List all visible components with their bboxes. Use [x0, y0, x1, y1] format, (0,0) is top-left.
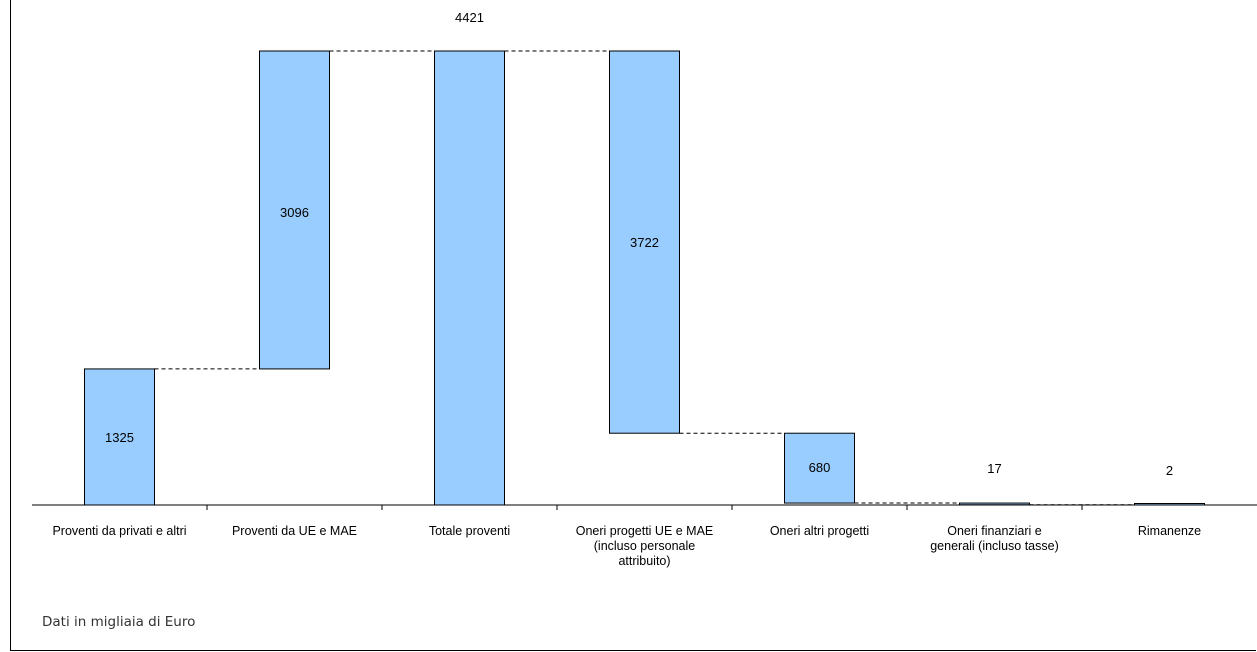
bar: [784, 432, 855, 504]
bar: [259, 50, 330, 370]
category-label: Proventi da privati e altri: [52, 524, 186, 538]
category-label: Rimanenze: [1138, 524, 1201, 538]
value-label: 680: [809, 460, 831, 475]
value-label: 1325: [105, 430, 134, 445]
value-label: 3096: [280, 205, 309, 220]
value-label: 3722: [630, 235, 659, 250]
bar: [609, 50, 680, 434]
x-axis: [32, 504, 1257, 510]
value-label: 17: [987, 461, 1001, 476]
category-label: Oneri progetti UE e MAE (incluso personal…: [576, 524, 714, 568]
category-label: Oneri finanziari e generali (incluso tass…: [930, 524, 1059, 553]
footnote: Dati in migliaia di Euro: [42, 614, 196, 630]
chart-frame: [10, 0, 1256, 651]
category-label: Totale proventi: [429, 524, 510, 538]
bar: [434, 50, 505, 506]
category-labels: Proventi da privati e altri Proventi da U…: [52, 524, 1201, 568]
bar: [84, 368, 155, 506]
category-label: Proventi da UE e MAE: [232, 524, 357, 538]
value-label: 4421: [455, 10, 484, 25]
value-label: 2: [1166, 463, 1173, 478]
bars: [84, 50, 1205, 506]
category-label: Oneri altri progetti: [770, 524, 869, 538]
value-labels: 1325 3096 4421 3722 680 17 2: [105, 10, 1173, 478]
